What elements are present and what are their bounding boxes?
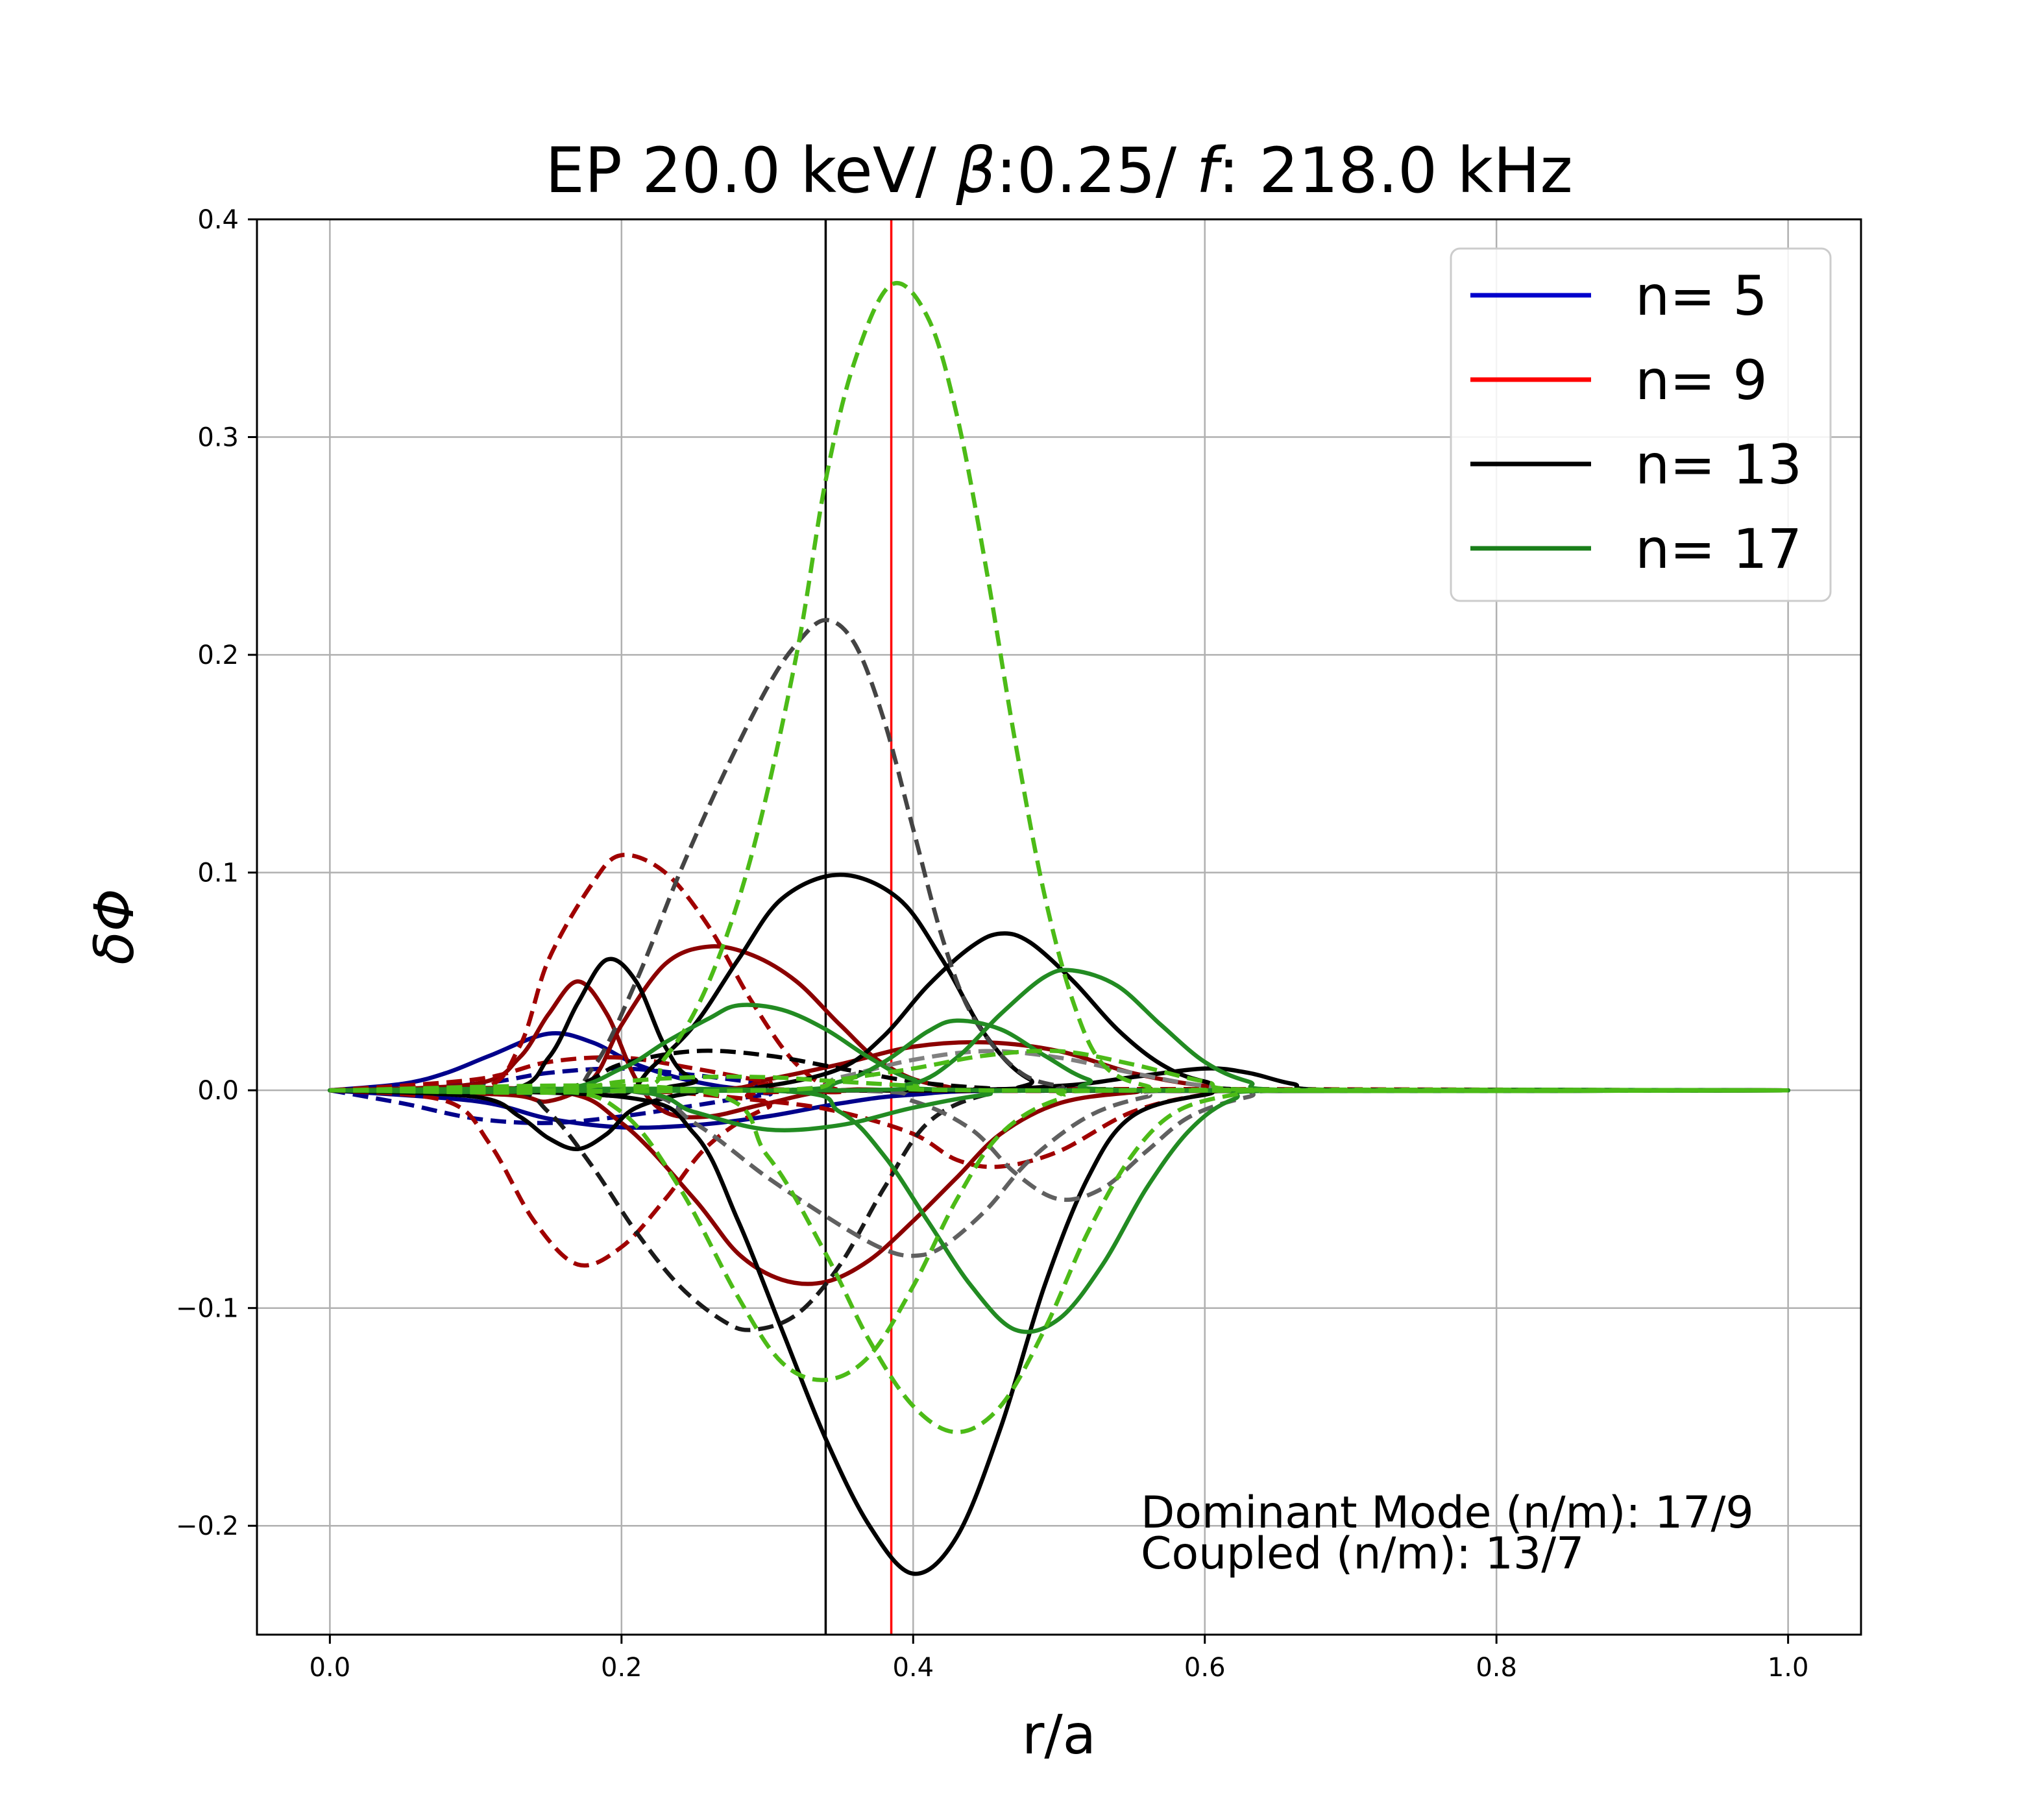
legend-label: n= 9 <box>1635 348 1768 412</box>
legend-label: n= 5 <box>1635 264 1768 328</box>
series-line-17-dashed-33 <box>330 1074 1788 1093</box>
series-line-9-dashed-10 <box>330 1087 1788 1169</box>
series-line-17-dashed-32 <box>330 1048 1788 1093</box>
x-tick-label: 0.6 <box>1184 1653 1226 1683</box>
series-line-9-dashed-9 <box>330 1086 1788 1268</box>
x-tick-label: 0.4 <box>892 1653 934 1683</box>
x-tick-label: 1.0 <box>1768 1653 1809 1683</box>
series-line-9-dashed-11 <box>330 1055 1788 1093</box>
y-axis-ticks: −0.2 −0.1 0.0 0.1 0.2 0.3 0.4 <box>176 205 257 1541</box>
x-tick-label: 0.8 <box>1476 1653 1517 1683</box>
series-line-13-dashed-21 <box>330 1087 1788 1202</box>
reference-lines <box>824 219 893 1635</box>
y-tick-label: −0.1 <box>176 1294 239 1324</box>
plot-frame <box>256 218 1862 1636</box>
legend-label: n= 17 <box>1635 517 1802 581</box>
series-lines <box>328 281 1790 1576</box>
y-tick-label: 0.3 <box>197 423 239 453</box>
legend: n= 5 n= 9 n= 13 n= 17 <box>1450 247 1832 602</box>
series-line-17-dashed-30 <box>330 1083 1788 1435</box>
x-axis-label: r/a <box>1022 1703 1096 1766</box>
x-axis-ticks: 0.0 0.2 0.4 0.6 0.8 1.0 <box>310 1635 1809 1683</box>
y-tick-label: −0.2 <box>176 1511 239 1541</box>
annotations: Dominant Mode (n/m): 17/9 Coupled (n/m):… <box>1141 1487 1754 1579</box>
y-tick-label: 0.4 <box>197 205 239 235</box>
legend-box <box>1450 247 1832 602</box>
y-tick-label: 0.0 <box>197 1076 239 1106</box>
chart-title: EP 20.0 keV/ β:0.25/ f: 218.0 kHz <box>545 134 1572 207</box>
x-tick-label: 0.0 <box>310 1653 351 1683</box>
annotation-coupled-mode: Coupled (n/m): 13/7 <box>1141 1528 1584 1579</box>
y-axis-label: δΦ <box>82 888 146 965</box>
annotation-dominant-mode: Dominant Mode (n/m): 17/9 <box>1141 1487 1754 1539</box>
x-tick-label: 0.2 <box>601 1653 642 1683</box>
y-tick-label: 0.2 <box>197 640 239 670</box>
legend-label: n= 13 <box>1635 433 1802 496</box>
series-line-17-dashed-29 <box>330 281 1788 1095</box>
y-tick-label: 0.1 <box>197 859 239 888</box>
